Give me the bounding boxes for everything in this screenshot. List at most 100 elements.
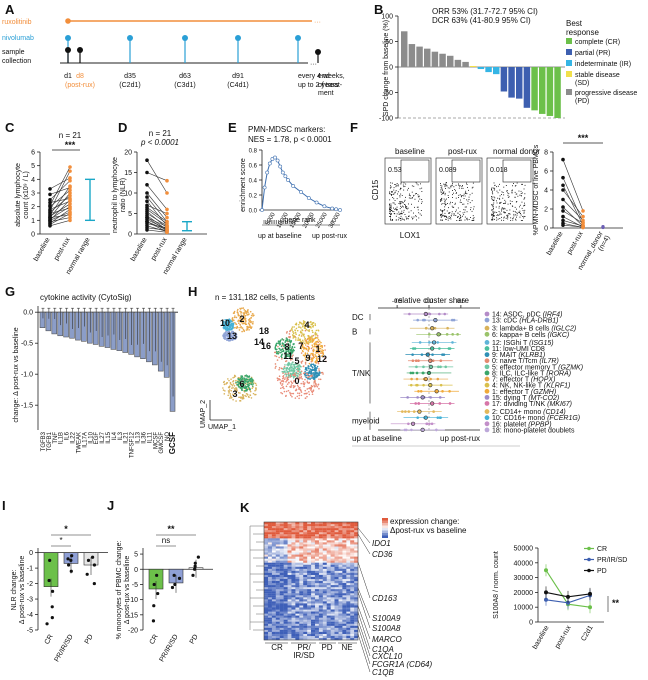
heatmap-cell <box>314 591 319 594</box>
heatmap-cell <box>311 562 316 565</box>
heatmap-cell <box>314 585 319 588</box>
facs-event <box>514 196 516 198</box>
heatmap-cell <box>354 532 359 535</box>
heatmap-cell <box>287 550 292 553</box>
heatmap-cell <box>303 591 308 594</box>
umap-cell <box>240 325 242 328</box>
facs-event <box>444 215 446 217</box>
h-share-dot <box>428 341 431 344</box>
umap-cell <box>233 393 236 396</box>
heatmap-cell <box>314 524 319 527</box>
c-pair-line <box>49 217 71 222</box>
heatmap-cell <box>311 534 316 537</box>
cytokine-bar <box>39 311 46 329</box>
facs-event <box>441 188 443 190</box>
f-pair-line <box>562 159 584 212</box>
c-baseline-dot <box>48 207 52 212</box>
umap-cell <box>232 336 235 338</box>
heatmap-cell <box>311 581 316 584</box>
heatmap-cell <box>307 552 312 555</box>
heatmap-cell <box>271 546 276 549</box>
heatmap-cell <box>303 603 308 606</box>
umap-cell <box>292 337 294 339</box>
heatmap-cell <box>267 522 272 525</box>
heatmap-cell <box>326 585 331 588</box>
umap-cell <box>306 395 308 398</box>
heatmap-cell <box>283 625 288 628</box>
heatmap-cell <box>322 591 327 594</box>
facs-event <box>468 219 470 220</box>
heatmap-cell <box>275 540 280 543</box>
heatmap-cell <box>283 617 288 620</box>
umap-cell <box>244 382 246 384</box>
heatmap-cell <box>275 550 280 553</box>
h-share-median <box>430 326 435 331</box>
facs-event <box>455 190 456 192</box>
umap-cell <box>237 313 239 315</box>
umap-cell <box>231 335 233 337</box>
facs-event <box>408 215 410 217</box>
umap-cell <box>287 353 289 356</box>
heatmap-cell <box>318 574 323 578</box>
umap-cell <box>290 384 293 386</box>
heatmap-cell <box>279 637 284 641</box>
h-legend-dot <box>484 421 490 427</box>
umap-cell <box>276 359 279 361</box>
heatmap-cell <box>271 530 276 533</box>
heatmap-cell <box>326 562 331 565</box>
umap-cell <box>304 392 307 395</box>
facs-event <box>389 210 390 212</box>
heatmap-cell <box>314 607 319 610</box>
umap-cell <box>314 354 316 356</box>
heatmap-cell <box>264 536 269 539</box>
facs-event <box>491 219 492 221</box>
umap-cell <box>293 368 295 371</box>
facs-event <box>390 215 391 217</box>
heatmap-cell <box>279 526 284 529</box>
enrichment-point <box>286 178 290 182</box>
legend-label: complete (CR) <box>575 39 620 46</box>
heatmap-cell <box>267 595 272 598</box>
heatmap-cell <box>291 587 296 590</box>
heatmap-cell <box>291 597 296 600</box>
cytokine-label: IL4 <box>112 431 118 440</box>
heatmap-cell <box>334 568 339 571</box>
heatmap-cell <box>287 587 292 590</box>
facs-event <box>444 209 446 211</box>
heatmap-cell <box>346 560 351 563</box>
heatmap-cell <box>318 538 323 541</box>
heatmap-cell <box>322 615 327 618</box>
umap-cell <box>304 382 306 384</box>
k-gene-leader <box>357 605 371 640</box>
heatmap-cell <box>264 546 269 549</box>
heatmap-cell <box>326 597 331 600</box>
umap-cell <box>241 383 244 386</box>
heatmap-cell <box>342 633 347 637</box>
heatmap-cell <box>330 627 335 630</box>
facs-event <box>389 187 391 189</box>
c-postrux-dot <box>68 176 72 180</box>
heatmap-cell <box>322 613 327 616</box>
f-postrux-dot <box>581 225 585 229</box>
cytokine-label: TWEAK <box>76 432 82 453</box>
heatmap-cell <box>326 550 331 553</box>
umap-cell <box>313 384 315 386</box>
heatmap-cell <box>283 524 288 527</box>
facs-event <box>440 191 442 193</box>
heatmap-cell <box>318 597 323 600</box>
facs-event <box>465 190 467 192</box>
umap-cell <box>313 378 316 380</box>
umap-cell <box>278 378 281 381</box>
heatmap-cell <box>350 548 355 551</box>
umap-cell <box>312 389 315 391</box>
facs-event <box>457 217 458 218</box>
umap-cell <box>304 340 306 342</box>
heatmap-cell <box>330 540 335 543</box>
facs-event <box>507 203 509 205</box>
heatmap-cell <box>287 536 292 539</box>
umap-cell <box>281 358 283 360</box>
umap-cell <box>317 329 319 331</box>
umap-cell <box>282 372 284 374</box>
umap-cell <box>310 365 312 367</box>
panelJ-data-point <box>192 567 197 571</box>
